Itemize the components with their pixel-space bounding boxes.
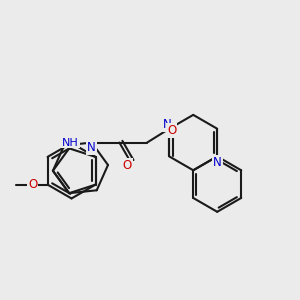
- Text: O: O: [122, 159, 132, 172]
- Text: N: N: [163, 118, 171, 130]
- Text: N: N: [213, 156, 222, 169]
- Text: O: O: [28, 178, 37, 191]
- Text: O: O: [167, 124, 176, 137]
- Text: N: N: [87, 141, 96, 154]
- Text: NH: NH: [62, 138, 79, 148]
